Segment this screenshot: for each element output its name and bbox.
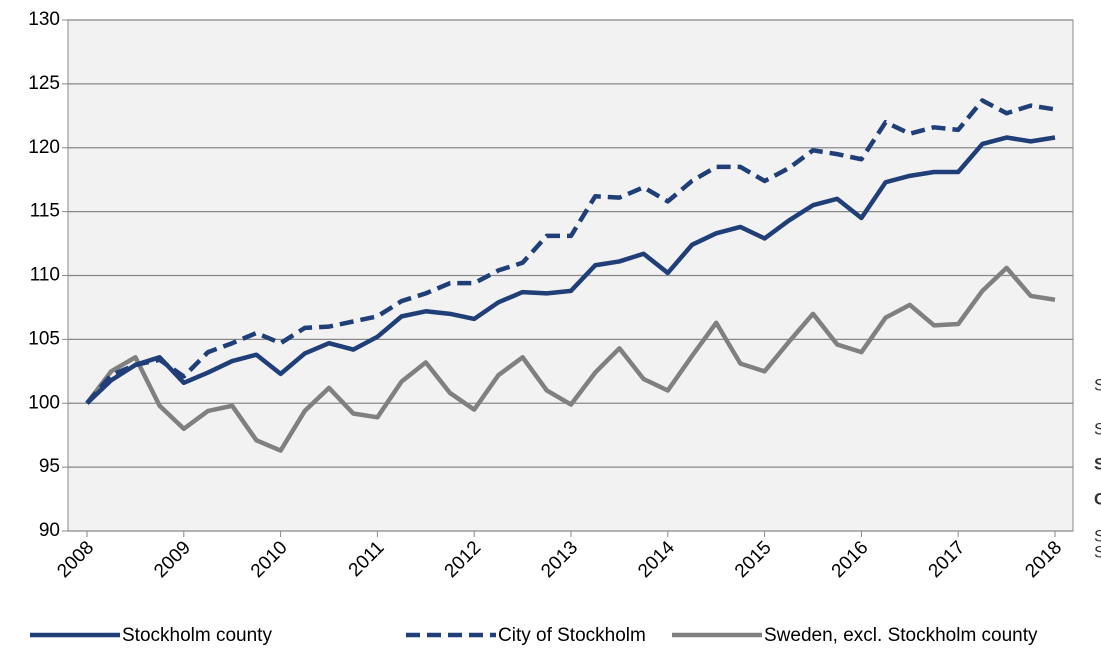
y-tick-label: 105: [28, 328, 60, 349]
series-line: [85, 265, 1056, 453]
x-tick-label: 2018: [1021, 537, 1066, 582]
x-tick-label: 2013: [537, 537, 582, 582]
x-tick-label: 2016: [828, 537, 873, 582]
x-tick-label: 2017: [925, 537, 970, 582]
side-text: S: [1094, 375, 1101, 394]
x-tick-label: 2011: [345, 537, 389, 581]
side-text: S: [1094, 526, 1101, 545]
y-tick-label: 115: [30, 201, 60, 222]
x-tick-label: 2008: [53, 537, 98, 582]
legend-label: City of Stockholm: [498, 625, 646, 646]
x-tick-label: 2015: [731, 537, 776, 582]
x-tick-label: 2009: [150, 537, 195, 582]
legend-label: Stockholm county: [122, 625, 272, 646]
series-line: [85, 98, 1056, 405]
y-tick-label: 100: [28, 392, 60, 413]
side-text: S: [1094, 454, 1101, 473]
legend-label: Sweden, excl. Stockholm county: [764, 625, 1038, 646]
y-tick-label: 125: [28, 73, 60, 94]
series-line: [85, 135, 1056, 405]
x-tick-label: 2010: [247, 537, 292, 582]
y-tick-label: 95: [39, 456, 60, 477]
y-tick-label: 130: [28, 9, 60, 30]
y-tick-label: 90: [39, 520, 60, 541]
x-tick-label: 2014: [634, 537, 679, 582]
side-text: C: [1094, 489, 1101, 508]
x-tick-label: 2012: [441, 537, 486, 582]
y-tick-label: 120: [28, 137, 60, 158]
side-text: S: [1094, 542, 1101, 561]
side-text: S: [1094, 419, 1101, 438]
y-tick-label: 110: [30, 265, 60, 286]
